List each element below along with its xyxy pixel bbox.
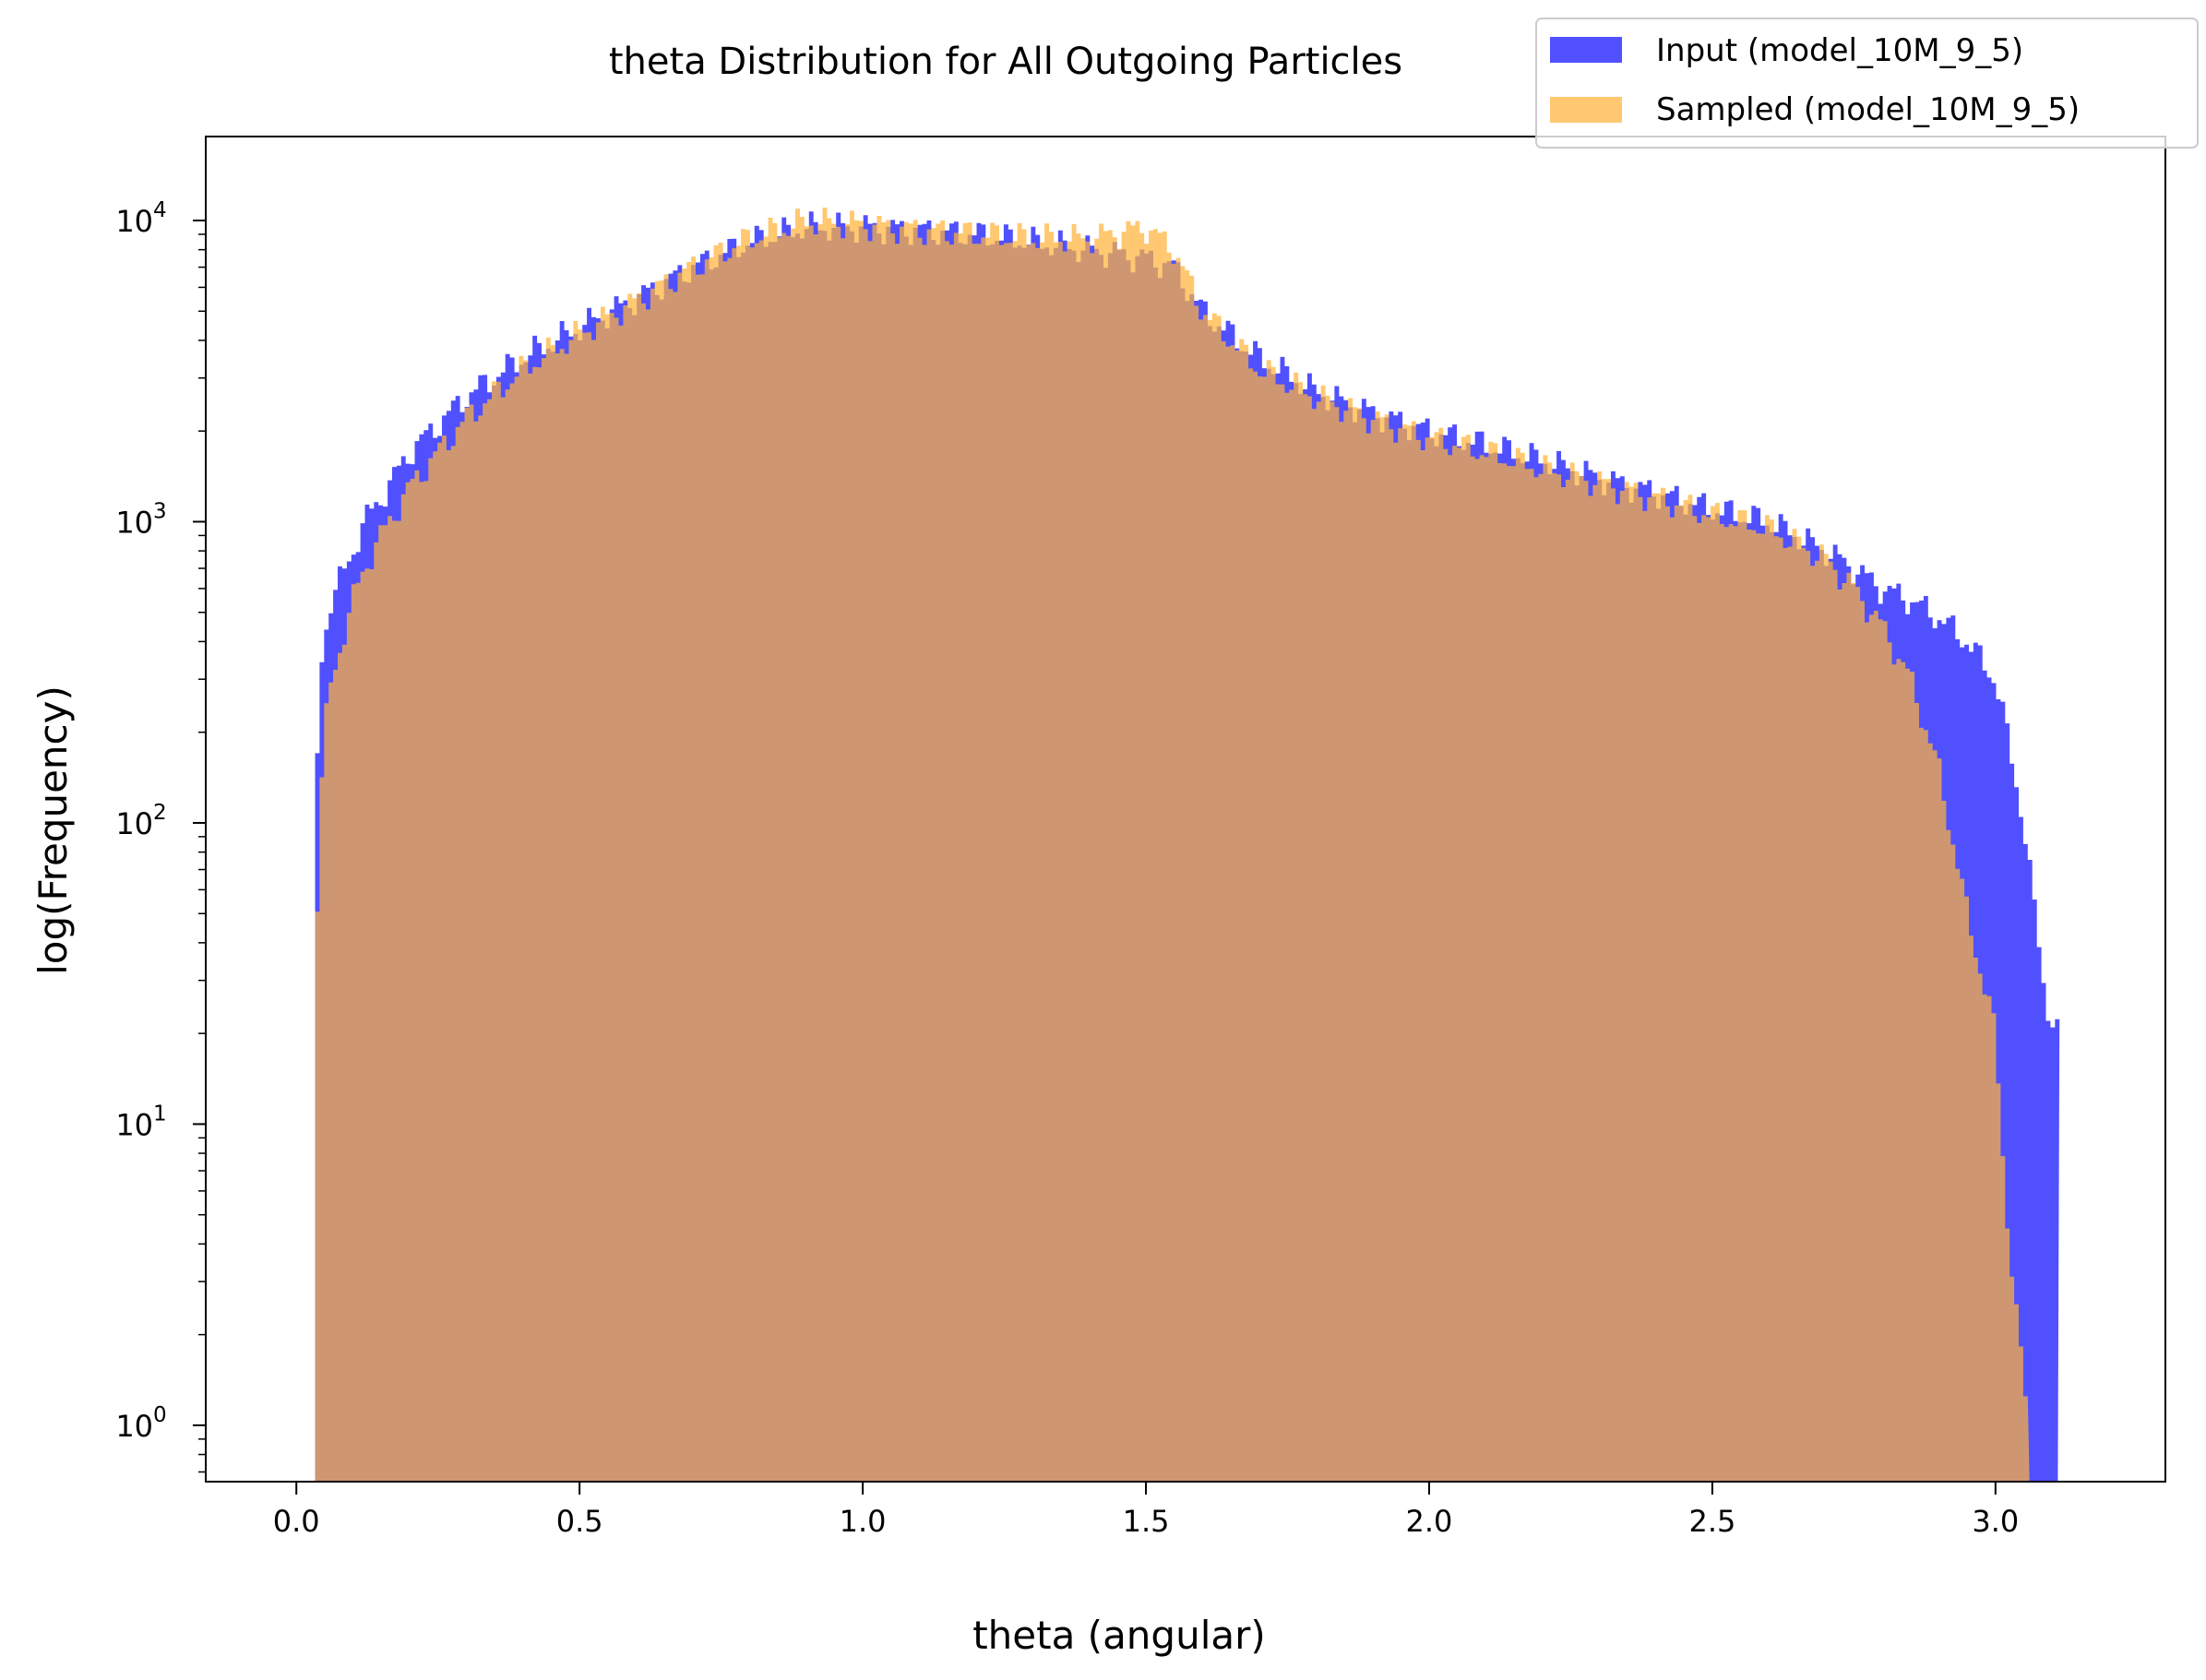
x-tick-label: 2.5 — [1688, 1504, 1735, 1539]
y-tick-label: 103 — [115, 499, 166, 540]
x-axis-ticks: 0.0 0.5 1.0 1.5 2.0 2.5 3.0 — [273, 1482, 2019, 1539]
x-tick-label: 0.5 — [556, 1504, 603, 1539]
x-tick-label: 2.0 — [1406, 1504, 1453, 1539]
y-tick-label: 102 — [115, 801, 166, 841]
legend-swatch-sampled — [1550, 97, 1622, 123]
legend-swatch-input — [1550, 37, 1622, 63]
x-tick-label: 1.5 — [1123, 1504, 1170, 1539]
y-axis-label: log(Frequency) — [30, 685, 76, 975]
legend-box — [1535, 18, 2199, 149]
x-tick-label: 0.0 — [273, 1504, 320, 1539]
legend-label-sampled: Sampled (model_10M_9_5) — [1656, 91, 2080, 128]
x-tick-label: 3.0 — [1972, 1504, 2019, 1539]
histogram-bars — [315, 208, 2060, 1483]
legend: Input (model_10M_9_5) Sampled (model_10M… — [1535, 18, 2199, 149]
y-tick-label: 100 — [115, 1403, 166, 1444]
series-bars-1 — [315, 208, 2030, 1482]
chart-title: theta Distribution for All Outgoing Part… — [609, 41, 1402, 83]
y-tick-label: 101 — [115, 1102, 166, 1142]
legend-label-input: Input (model_10M_9_5) — [1656, 32, 2023, 69]
y-axis-ticks: 100 101 102 103 104 — [115, 198, 206, 1473]
x-tick-label: 1.0 — [840, 1504, 887, 1539]
x-axis-label: theta (angular) — [972, 1613, 1266, 1658]
plot-frame — [205, 136, 2166, 1483]
y-tick-label: 104 — [115, 198, 166, 239]
